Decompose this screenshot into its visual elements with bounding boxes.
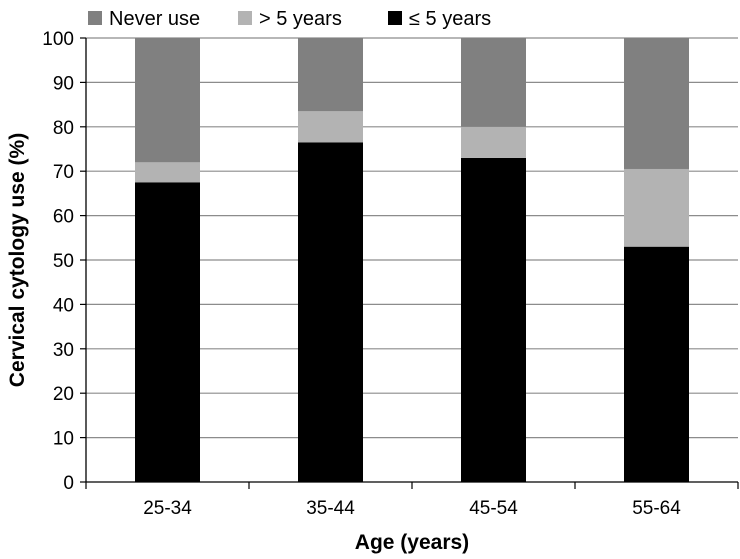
y-tick-label: 20 <box>53 384 74 405</box>
x-axis-ticks: 25-34 35-44 45-54 55-64 <box>85 482 739 519</box>
legend-swatch <box>88 11 102 25</box>
legend-label: ≤ 5 years <box>409 8 491 30</box>
bar-segment <box>298 38 363 112</box>
y-tick-label: 100 <box>42 29 74 50</box>
bar-segment <box>624 168 689 247</box>
y-tick-label: 10 <box>53 429 74 450</box>
bar-segment <box>461 38 526 127</box>
legend-label: > 5 years <box>259 8 342 30</box>
x-tick-label: 55-64 <box>632 498 681 519</box>
y-tick-label: 90 <box>53 73 74 94</box>
x-tick-label: 35-44 <box>306 498 355 519</box>
bar-segment <box>461 157 526 482</box>
y-tick-label: 70 <box>53 162 74 183</box>
x-axis-title: Age (years) <box>355 531 469 554</box>
y-tick-label: 0 <box>63 473 74 494</box>
bar-segment <box>135 182 200 483</box>
bar-segment <box>135 38 200 163</box>
y-tick-label: 80 <box>53 118 74 139</box>
legend-label: Never use <box>109 8 200 30</box>
y-axis-title: Cervical cytology use (%) <box>6 133 29 387</box>
y-tick-label: 50 <box>53 251 74 272</box>
bar-segment <box>624 246 689 482</box>
bar-segment <box>135 162 200 183</box>
bar-segment <box>624 38 689 169</box>
x-tick-label: 45-54 <box>469 498 518 519</box>
legend: Never use > 5 years ≤ 5 years <box>88 8 491 30</box>
bar-segment <box>461 126 526 158</box>
y-tick-label: 60 <box>53 207 74 228</box>
y-tick-label: 30 <box>53 340 74 361</box>
legend-swatch <box>238 11 252 25</box>
y-axis-ticks: 0 10 20 30 40 50 60 70 80 90 100 <box>42 29 86 494</box>
legend-swatch <box>388 11 402 25</box>
y-tick-label: 40 <box>53 295 74 316</box>
bar-segment <box>298 142 363 482</box>
bars <box>135 38 689 483</box>
x-tick-label: 25-34 <box>143 498 192 519</box>
bar-segment <box>298 111 363 143</box>
